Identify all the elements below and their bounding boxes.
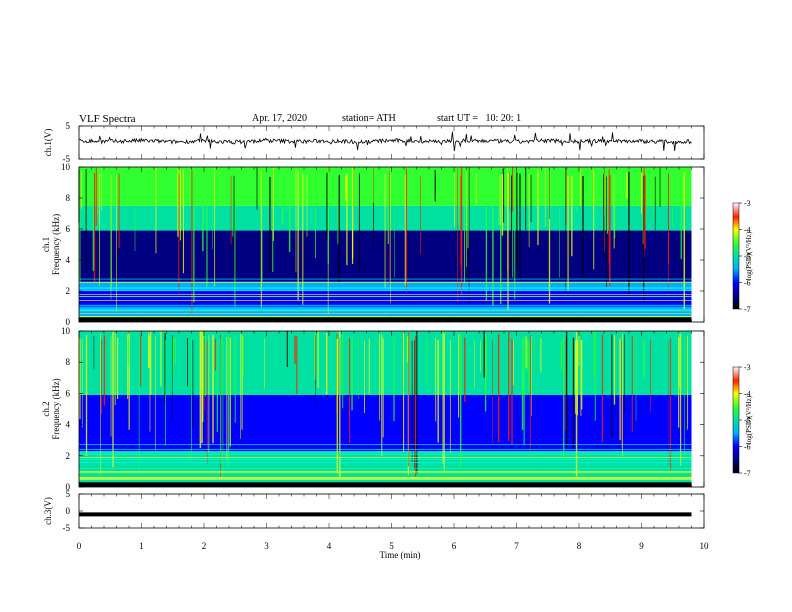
low-frequency-strip [79,482,692,487]
y-axis-label: ch.3(V) [43,497,53,525]
spectrogram-band [79,291,692,307]
y-tick-label: 5 [66,121,71,131]
x-tick-label: 4 [327,541,332,551]
y-axis-label: ch.2 [41,401,51,416]
y-axis-label: ch.1 [41,237,51,252]
spectrogram-band [79,394,692,452]
date-label: Apr. 17, 2020 [252,113,307,124]
colorbar-tick-label: -4 [744,390,751,399]
y-tick-label: -5 [63,154,71,164]
spectrogram-band [79,331,692,395]
colorbar-tick-label: -4 [744,226,751,235]
spectrogram-band [79,451,692,478]
y-tick-label: 0 [66,506,71,516]
colorbar-tick-label: -6 [744,443,751,452]
colorbar-tick-label: -5 [744,416,751,425]
panel-frame [78,493,705,529]
x-tick-label: 3 [264,541,269,551]
x-tick-label: 10 [700,541,710,551]
x-tick-label: 0 [77,541,82,551]
x-tick-label: 1 [139,541,144,551]
colorbar-tick-label: -3 [744,363,751,372]
x-tick-label: 6 [452,541,457,551]
colorbar [732,366,740,474]
y-tick-label: 6 [66,388,71,398]
x-tick-label: 2 [202,541,207,551]
colorbar-label: log(PSD)(V²/Hz) [745,231,753,280]
y-tick-label: 10 [61,326,71,336]
y-tick-label: 10 [61,162,71,172]
x-tick-label: 5 [389,541,394,551]
y-axis-label: Frequency (kHz) [51,378,61,439]
x-tick-label: 9 [639,541,644,551]
y-tick-label: 2 [66,286,71,296]
y-tick-label: -5 [63,523,71,533]
colorbar-tick-label: -3 [744,199,751,208]
colorbar-label: log(PSD)(V²/Hz) [745,395,753,444]
colorbar-tick-label: -7 [744,469,751,478]
y-tick-label: 0 [66,482,71,492]
ch1-trace [78,131,692,151]
y-tick-label: 8 [66,193,71,203]
y-tick-label: 5 [66,489,71,499]
y-tick-label: 2 [66,451,71,461]
colorbar-tick-label: -5 [744,252,751,261]
y-tick-label: 4 [66,420,71,430]
colorbar-tick-label: -6 [744,279,751,288]
y-axis-label: ch.1(V) [43,129,53,157]
colorbar-tick-label: -7 [744,305,751,314]
start-time-label: start UT = 10: 20: 1 [437,113,522,124]
y-axis-label: Frequency (kHz) [51,214,61,275]
x-axis-label: Time (min) [380,550,421,560]
y-tick-label: 0 [66,317,71,327]
y-tick-label: 4 [66,255,71,265]
colorbar [732,202,740,310]
y-tick-label: 8 [66,357,71,367]
spectrogram-band [79,306,692,318]
x-tick-label: 8 [577,541,582,551]
station-label: station= ATH [342,113,396,124]
low-frequency-strip [79,317,692,322]
y-tick-label: 6 [66,224,71,234]
figure-title: VLF Spectra [79,113,136,125]
x-tick-label: 7 [514,541,519,551]
